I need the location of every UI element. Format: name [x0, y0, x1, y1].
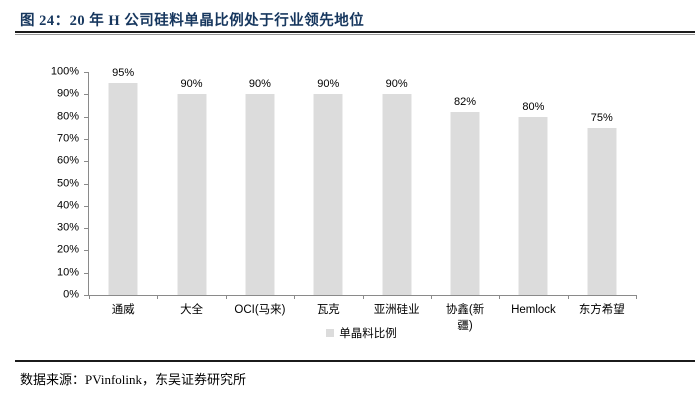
figure-title: 图 24：20 年 H 公司硅料单晶比例处于行业领先地位: [20, 13, 365, 29]
x-axis-label: 瓦克: [316, 304, 340, 316]
bar: [177, 94, 207, 295]
x-axis-tick: [567, 295, 569, 299]
y-axis-tick: [84, 295, 89, 296]
bar: [382, 94, 412, 295]
bar-slot: 90% OCI(马来): [226, 72, 294, 316]
x-axis-tick: [157, 295, 159, 299]
bar: [245, 94, 275, 295]
y-axis-tick: [84, 72, 89, 73]
y-axis-tick: [84, 250, 89, 252]
x-axis-tick: [294, 295, 296, 299]
y-axis-tick-label: 10%: [56, 266, 79, 279]
chart-legend: 单晶料比例: [88, 325, 635, 341]
bar: [313, 94, 343, 295]
bar-value-label: 80%: [522, 100, 545, 113]
y-axis-tick: [84, 183, 89, 185]
footer-rule: [15, 360, 695, 362]
y-axis-tick-label: 100%: [50, 65, 79, 78]
y-axis-tick-label: 60%: [56, 154, 79, 167]
y-axis-tick-label: 70%: [56, 132, 79, 145]
y-axis-tick-label: 20%: [56, 243, 79, 256]
bar-value-label: 90%: [180, 78, 203, 91]
y-axis-tick: [84, 138, 89, 140]
legend-label: 单晶料比例: [339, 328, 397, 340]
x-axis-label: 东方希望: [578, 304, 625, 316]
y-axis-tick-label: 50%: [56, 177, 79, 189]
bar-slot: 75% 东方希望: [568, 72, 636, 316]
y-axis-tick: [84, 228, 89, 230]
bar: [108, 83, 138, 295]
y-axis-tick-label: 90%: [56, 87, 79, 100]
y-axis-tick: [84, 272, 89, 274]
y-axis-tick: [84, 161, 89, 163]
bar-value-label: 90%: [317, 78, 340, 91]
y-axis-tick: [84, 94, 89, 96]
bar-value-label: 75%: [590, 111, 613, 124]
y-axis-tick: [84, 116, 89, 118]
bar-slot: 90% 瓦克: [294, 72, 362, 316]
x-axis-tick: [362, 295, 364, 299]
title-rule: [15, 31, 695, 35]
bar: [518, 116, 548, 295]
bar-slot: 90% 亚洲硅业: [363, 72, 431, 316]
y-axis-tick-label: 0%: [63, 288, 79, 301]
x-axis-tick: [636, 295, 637, 299]
bar: [450, 112, 480, 295]
plot-area: 0% 10% 20% 30% 40% 50% 60% 70% 80% 90% 100% 95% 通威 90…: [51, 66, 637, 332]
bar-slot: 80% Hemlock: [499, 72, 567, 316]
bar: [587, 127, 617, 295]
data-source: 数据来源：PVinfolink，东吴证券研究所: [20, 372, 247, 387]
x-axis-label: Hemlock: [511, 304, 556, 316]
legend-swatch-icon: [326, 329, 335, 337]
bar-value-label: 95%: [112, 67, 135, 80]
bar-slot: 82% 协鑫(新 疆): [431, 72, 499, 332]
x-axis-tick: [430, 295, 432, 299]
y-axis-tick-label: 40%: [56, 199, 79, 212]
x-axis-label: 通威: [111, 304, 135, 316]
x-axis-tick: [499, 295, 501, 299]
x-axis-tick: [225, 295, 227, 299]
bar-value-label: 82%: [454, 96, 477, 109]
bar-slot: 90% 大全: [157, 72, 225, 316]
x-axis-tick: [89, 295, 90, 299]
x-axis-label: 大全: [180, 304, 204, 316]
y-axis-tick-label: 80%: [56, 110, 79, 123]
bar-value-label: 90%: [385, 78, 408, 91]
y-axis-tick-label: 30%: [56, 221, 79, 234]
x-axis-label: 协鑫(新 疆): [445, 304, 485, 332]
x-axis-label: 亚洲硅业: [373, 304, 420, 316]
y-axis-tick: [84, 205, 89, 207]
bar-value-label: 90%: [248, 78, 271, 91]
bar-slot: 95% 通威: [89, 67, 157, 316]
x-axis-label: OCI(马来): [234, 304, 286, 316]
